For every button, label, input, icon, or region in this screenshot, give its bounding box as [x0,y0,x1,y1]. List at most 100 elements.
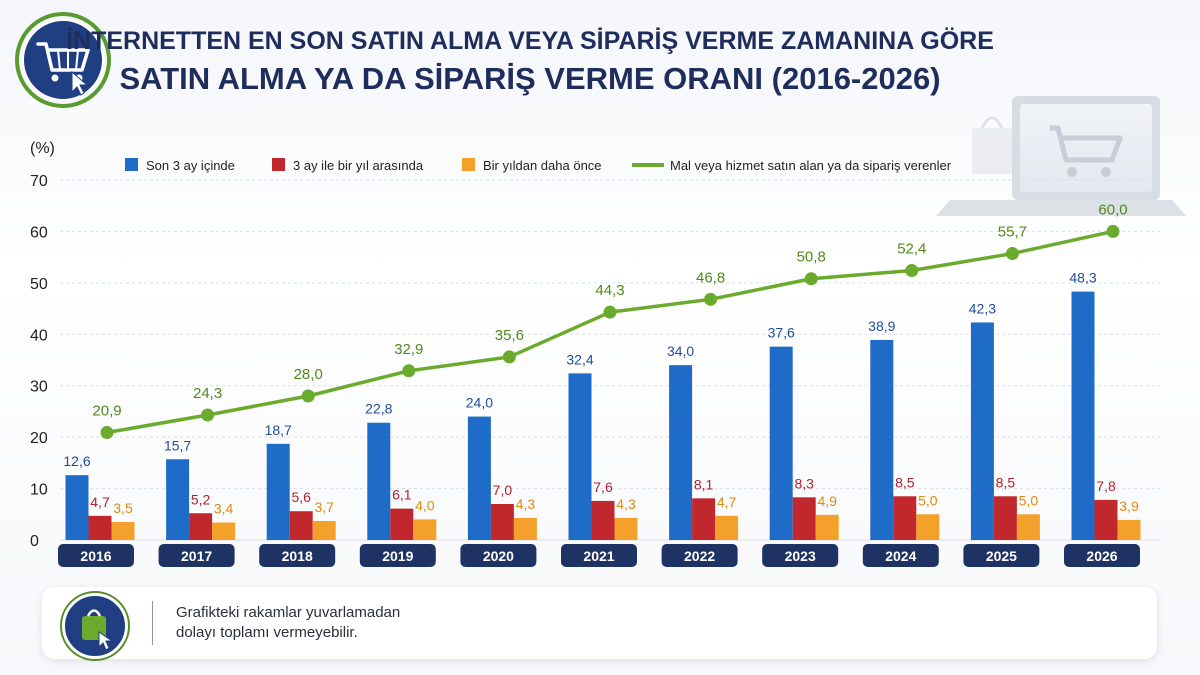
bar [467,416,491,540]
bar-value-label: 37,6 [768,325,795,341]
bar-value-label: 24,0 [466,395,493,411]
bar-value-label: 3,7 [314,499,334,515]
y-tick-label: 70 [30,173,48,190]
bar-value-label: 4,0 [415,497,435,513]
x-tick-label: 2018 [282,548,313,564]
bar-value-label: 4,7 [90,494,110,510]
note-box: Grafikteki rakamlar yuvarlamadan dolayı … [42,587,1157,659]
bar-value-label: 7,0 [493,482,513,498]
line-point [804,272,818,286]
line-value-label: 50,8 [797,249,826,266]
line-value-label: 20,9 [92,403,121,420]
line-point [603,305,617,319]
bar-value-label: 7,8 [1096,478,1116,494]
year-badge [762,544,839,567]
line-point [905,264,919,278]
line-point [502,350,516,364]
bar-value-label: 22,8 [365,401,392,417]
line-point [1106,224,1120,238]
bar-value-label: 7,6 [593,479,613,495]
bar [715,515,739,540]
bar [993,496,1017,540]
legend-label: Mal veya hizmet satın alan ya da sipariş… [670,158,952,173]
legend-label: 3 ay ile bir yıl arasında [293,158,424,173]
y-tick-label: 40 [30,327,48,344]
x-tick-label: 2016 [80,548,111,564]
bar-value-label: 5,6 [291,489,311,505]
laptop-shopping-bag-icon [936,96,1186,216]
bar [970,322,994,540]
bar [189,513,213,540]
bar-value-label: 48,3 [1069,270,1096,286]
bar-value-label: 42,3 [969,300,996,316]
bars: 12,64,7 3,515,75,23,418,75,63,722,86,14,0… [63,270,1141,540]
year-badge [259,544,336,567]
bar [88,515,112,540]
bar [212,522,236,540]
line-path [106,229,1114,435]
y-tick-label: 30 [30,379,48,396]
bar [490,504,514,540]
shopping-bag-hand-icon [62,593,128,659]
line-point [301,389,315,403]
y-tick-label: 20 [30,430,48,447]
bar [1071,291,1095,540]
title-line2: SATIN ALMA YA DA SİPARİŞ VERME ORANI (20… [119,61,940,96]
bar-value-label: 3,9 [1119,498,1139,514]
bar-value-label: 32,4 [566,351,593,367]
bar [893,496,917,540]
bar [769,346,793,540]
y-tick-label: 50 [30,276,48,293]
bar [591,500,615,540]
x-tick-label: 2026 [1086,548,1117,564]
line-series: 20,9 24,3 28,0 32,9 35,6 44,3 46,8 50,8 52,4 55,7… [92,201,1128,440]
line-point [100,426,114,440]
bar [390,508,414,540]
line-value-label: 60,0 [1098,201,1127,218]
note-divider [152,601,153,645]
x-tick-label: 2020 [483,548,514,564]
x-axis: 2016 2017 2018 2019 2020 2021 2022 2023 2024 2025… [58,544,1140,567]
bar-value-label: 3,4 [214,501,234,517]
year-badge [1064,544,1140,567]
bar-value-label: 4,9 [817,493,837,509]
bar-value-label: 15,7 [164,437,191,453]
year-badge [862,544,939,567]
bar-value-label: 8,1 [694,476,714,492]
x-tick-label: 2024 [885,548,916,564]
line-value-label: 28,0 [294,366,323,383]
bar [367,422,391,540]
bar [266,443,290,540]
bar [1117,519,1141,540]
bar-value-label: 5,0 [1019,492,1039,508]
bar [166,459,190,540]
y-ticks: 0 10 20 30 40 50 60 70 [30,173,48,550]
line-value-label: 32,9 [394,341,423,358]
bar-value-label: 8,3 [794,475,814,491]
y-tick-label: 0 [30,533,39,550]
line-value-label: 35,6 [495,327,524,344]
bar-value-label: 4,3 [616,496,636,512]
line-point [704,292,718,306]
y-tick-label: 60 [30,224,48,241]
bar [692,498,716,540]
x-tick-label: 2022 [684,548,715,564]
line-value-label: 44,3 [595,282,624,299]
legend-label: Bir yıldan daha önce [483,158,602,173]
legend-label: Son 3 ay içinde [146,158,235,173]
legend-swatch [272,158,285,171]
year-badge [460,544,537,567]
line-point [402,364,416,378]
bar [111,522,135,540]
bar-value-label: 4,7 [717,494,737,510]
x-tick-label: 2017 [181,548,212,564]
line-value-label: 55,7 [998,224,1027,241]
line-value-label: 24,3 [193,385,222,402]
bar-value-label: 18,7 [265,422,292,438]
legend-swatch [462,158,475,171]
title-line1: İNTERNETTEN EN SON SATIN ALMA VEYA SİPAR… [66,26,994,55]
year-badge [58,544,134,567]
year-badge [158,544,235,567]
bar-value-label: 5,2 [191,491,211,507]
